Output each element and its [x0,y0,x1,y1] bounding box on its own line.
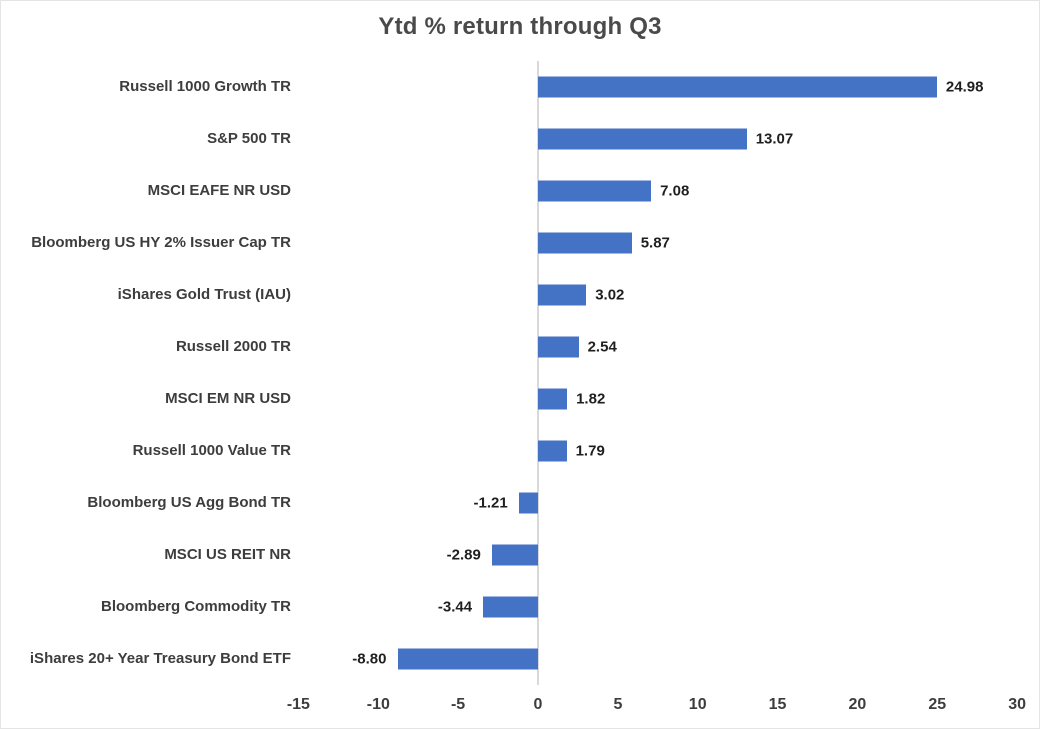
bar [538,388,568,410]
value-label: 2.54 [587,338,617,356]
value-label: 3.02 [595,286,625,304]
value-label: 7.08 [660,182,690,200]
chart-title: Ytd % return through Q3 [378,13,662,40]
bar [538,128,747,150]
category-label: S&P 500 TR [207,130,291,148]
bar-zone: 5.87 [291,217,1039,269]
bar-zone: 2.54 [291,321,1039,373]
bar-row: MSCI EM NR USD 1.82 [1,373,1039,425]
category-label: Bloomberg US Agg Bond TR [87,494,291,512]
category-label: Bloomberg Commodity TR [101,598,291,616]
category-label: Russell 1000 Growth TR [119,78,291,96]
x-axis-tick: -10 [366,696,390,713]
bar [538,232,632,254]
bar-row: Bloomberg Commodity TR -3.44 [1,581,1039,633]
bar-row: MSCI US REIT NR -2.89 [1,529,1039,581]
bar [397,648,538,670]
bar-zone: -1.21 [291,477,1039,529]
bar [538,440,567,462]
category-label: MSCI EAFE NR USD [147,182,291,200]
value-label: 1.79 [575,442,605,460]
bar-zone: 13.07 [291,113,1039,165]
bar-row: iShares Gold Trust (IAU) 3.02 [1,269,1039,321]
bar [491,544,538,566]
bar [538,284,587,306]
bar-zone: 7.08 [291,165,1039,217]
bar-zone: 3.02 [291,269,1039,321]
bar-row: Russell 2000 TR 2.54 [1,321,1039,373]
value-label: 5.87 [640,234,670,252]
x-axis-tick: 10 [688,696,707,713]
value-label: -1.21 [473,494,508,512]
bar [538,180,652,202]
bar-row: Bloomberg US HY 2% Issuer Cap TR 5.87 [1,217,1039,269]
bar [538,336,579,358]
x-axis-tick: 15 [768,696,787,713]
bar-row: Russell 1000 Growth TR 24.98 [1,61,1039,113]
x-axis-tick: 0 [533,696,543,713]
bar-row: iShares 20+ Year Treasury Bond ETF -8.80 [1,633,1039,685]
value-label: 13.07 [755,130,794,148]
x-axis-tick: 25 [928,696,947,713]
bar-zone: -2.89 [291,529,1039,581]
bar-zone: -3.44 [291,581,1039,633]
value-label: -3.44 [437,598,473,616]
bar-zone: 24.98 [291,61,1039,113]
bar-row: S&P 500 TR 13.07 [1,113,1039,165]
bar-zone: -8.80 [291,633,1039,685]
x-axis-tick: 5 [613,696,623,713]
category-label: MSCI US REIT NR [164,546,291,564]
x-axis-tick: -5 [450,696,466,713]
bar-row: Bloomberg US Agg Bond TR -1.21 [1,477,1039,529]
bar-zone: 1.82 [291,373,1039,425]
category-label: Russell 2000 TR [175,338,291,356]
zero-axis-line [537,61,539,685]
value-label: -8.80 [352,650,387,668]
category-label: Russell 1000 Value TR [132,442,291,460]
x-axis-tick: 20 [848,696,867,713]
x-axis-tick: 30 [1008,696,1026,713]
bar [518,492,538,514]
bar [483,596,538,618]
category-label: iShares 20+ Year Treasury Bond ETF [29,650,291,668]
value-label: -2.89 [446,546,481,564]
value-label: 1.82 [576,390,606,408]
bar-rows: Russell 1000 Growth TR 24.98 S&P 500 TR 13.… [1,61,1039,685]
bar [538,76,937,98]
category-label: iShares Gold Trust (IAU) [117,286,291,304]
value-label: 24.98 [945,78,984,96]
plot-area: Russell 1000 Growth TR 24.98 S&P 500 TR 13.… [1,61,1039,685]
x-axis-tick: -15 [286,696,310,713]
category-label: Bloomberg US HY 2% Issuer Cap TR [31,234,291,252]
bar-zone: 1.79 [291,425,1039,477]
bar-row: MSCI EAFE NR USD 7.08 [1,165,1039,217]
x-axis: -15 -10 -5 0 5 10 15 20 25 30 [1,685,1039,728]
category-label: MSCI EM NR USD [165,390,291,408]
bar-row: Russell 1000 Value TR 1.79 [1,425,1039,477]
